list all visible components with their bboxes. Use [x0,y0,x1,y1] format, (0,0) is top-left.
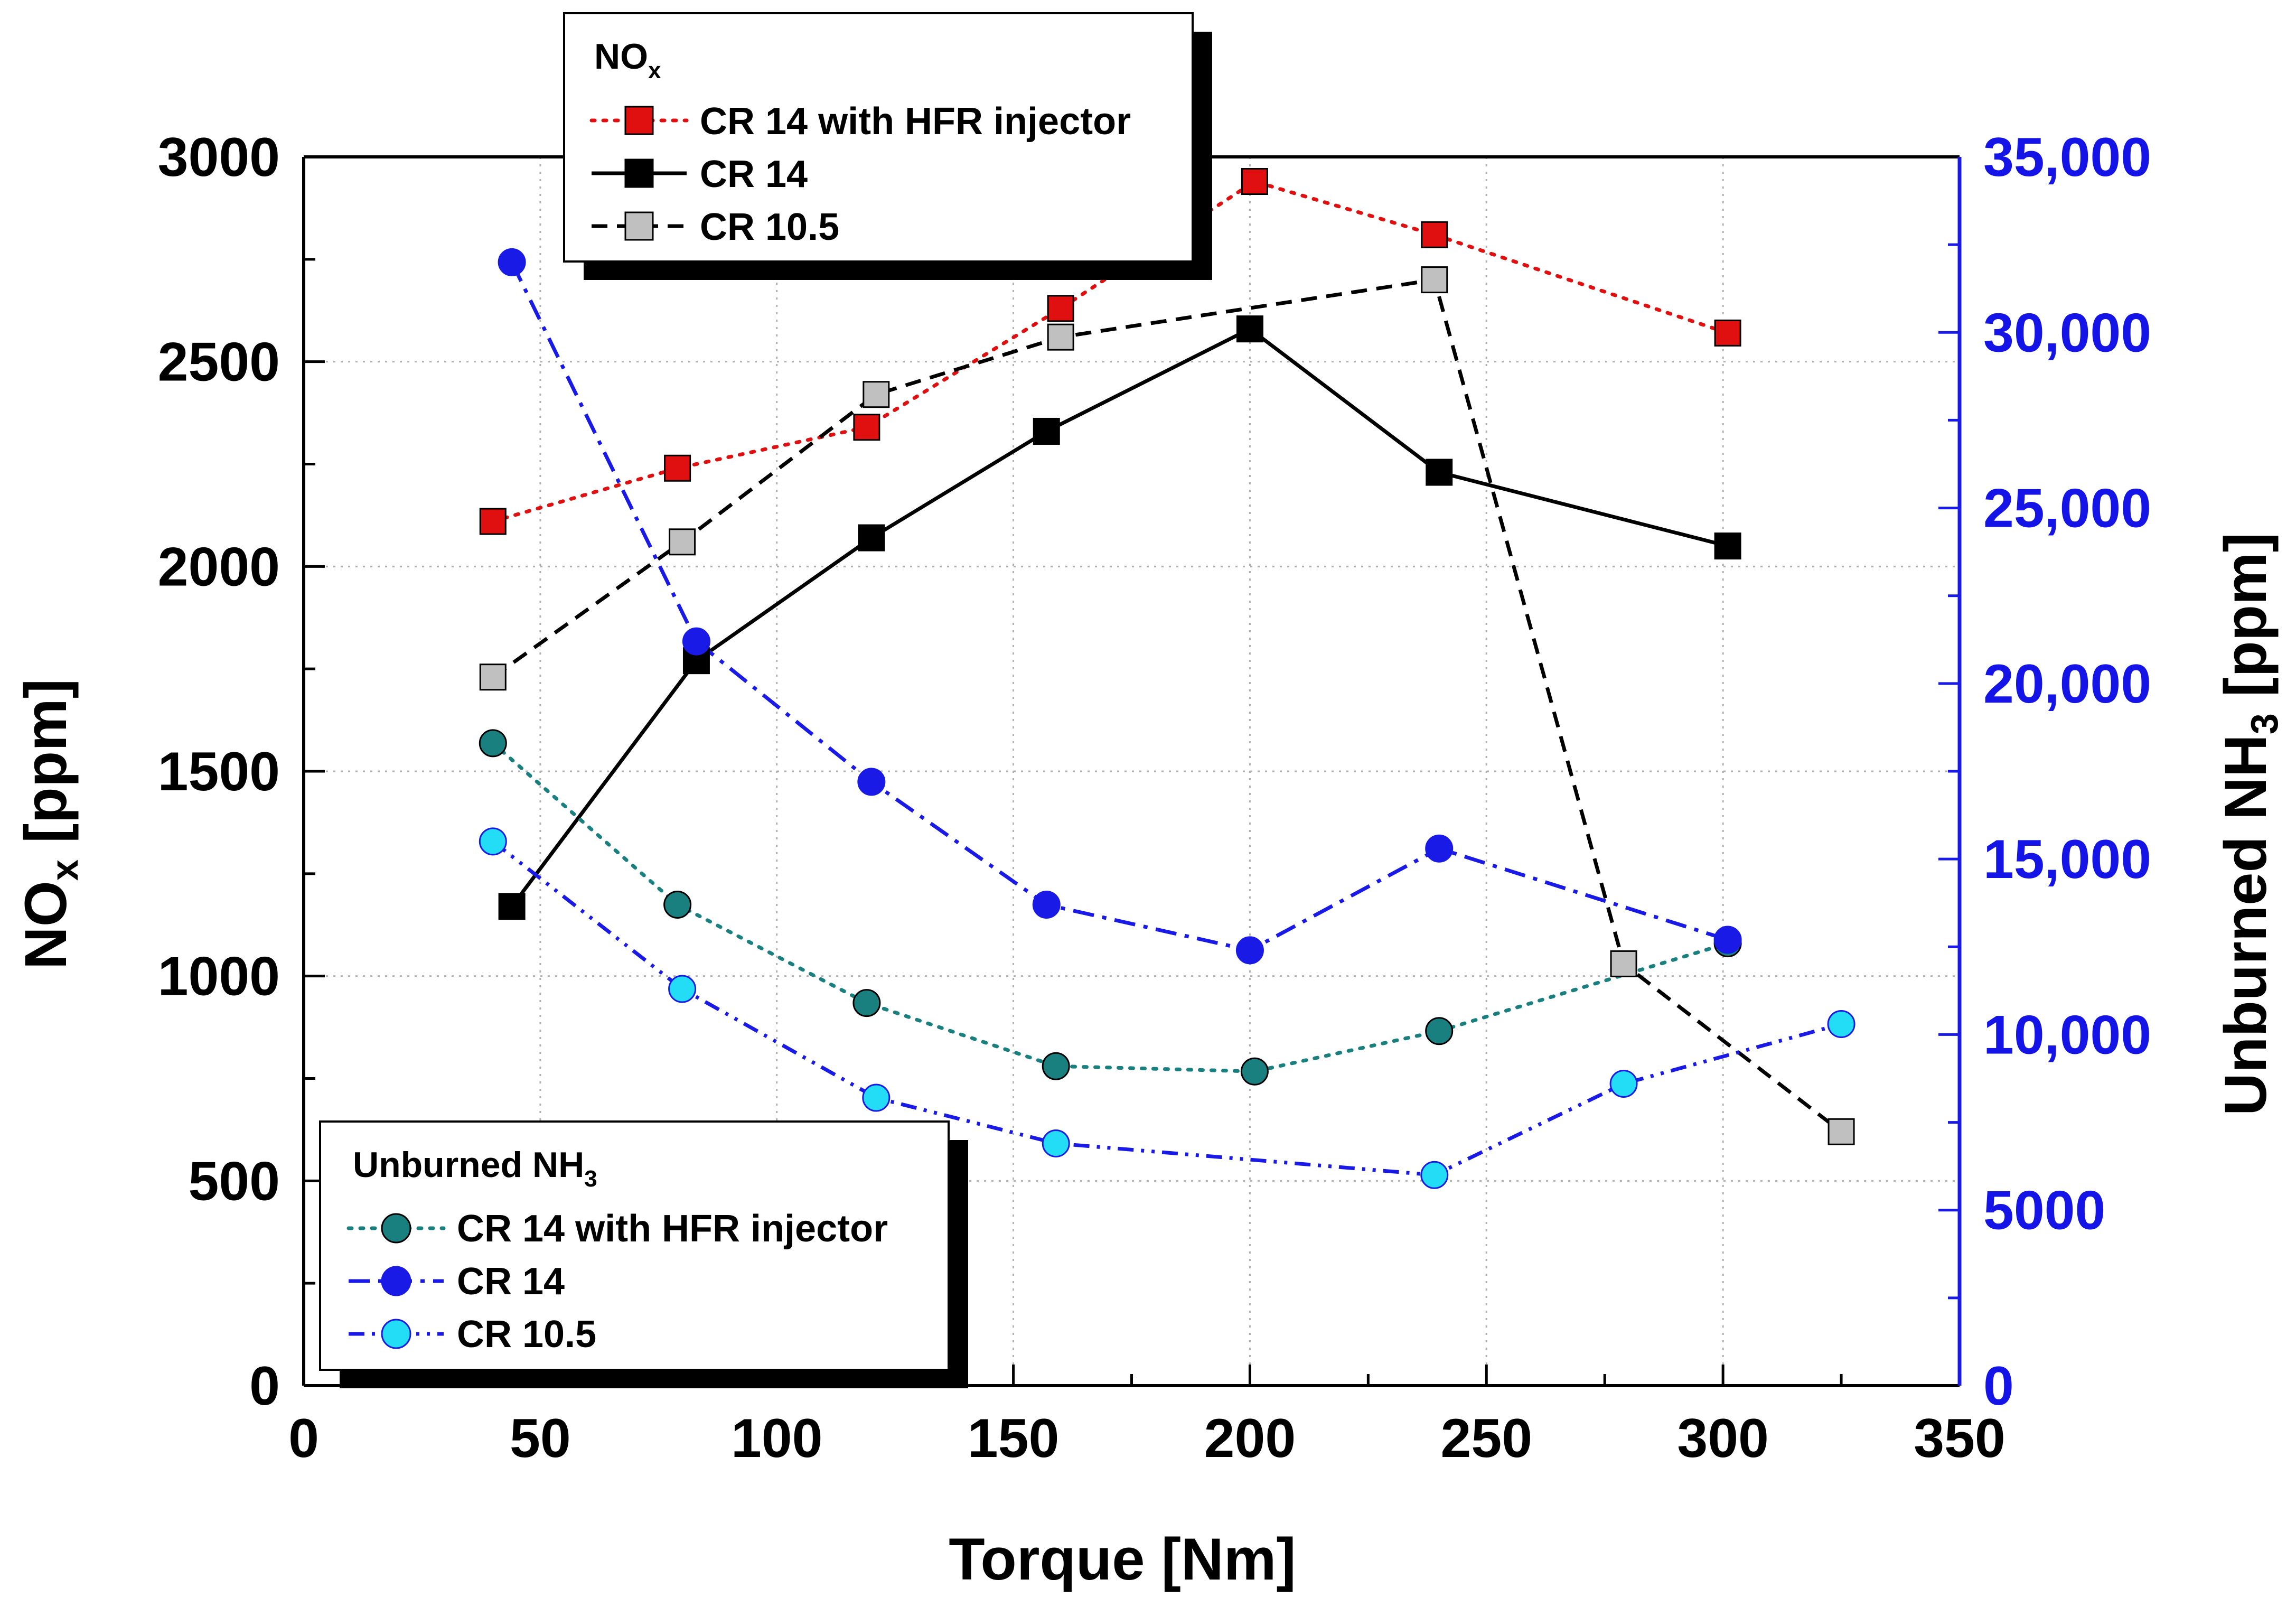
data-point-nh3-cr-14 [1425,834,1454,863]
data-point-nox-cr-14 [1033,417,1060,445]
data-point-nox-cr-10-5 [1828,1118,1855,1145]
right-axis-title-main: Unburned NH [2213,734,2279,1116]
legend-nh3-label-hfr: CR 14 with HFR injector [457,1208,888,1250]
left-axis-title: NOx [ppm] [13,679,86,969]
data-point-nox-cr-14-with-hfr-injector [664,454,691,482]
data-point-nox-cr-14-with-hfr-injector [1421,221,1448,248]
legend-nox-marker-cr14 [624,158,654,188]
data-point-nh3-cr-14 [498,248,526,276]
legend-nox-box [563,12,1194,263]
grid-lines [304,157,1960,1386]
data-point-nh3-cr-14-with-hfr-injector [663,891,692,919]
y-left-tick-label: 1000 [158,946,280,1007]
data-point-nox-cr-10-5 [479,664,507,691]
x-tick-label: 200 [1204,1408,1296,1469]
y-right-tick-label: 10,000 [1983,1004,2151,1066]
data-point-nox-cr-14-with-hfr-injector [1714,319,1741,347]
legend-nox-title-main: NO [594,36,648,77]
legend-nox-title: NOx [594,36,661,83]
legend-nox: NOx CR 14 with HFR injector CR 14 CR 10.… [563,12,1212,280]
data-point-nox-cr-14 [1426,459,1453,486]
legend-nh3: Unburned NH3 CR 14 with HFR injector CR … [319,1120,968,1388]
x-tick-label: 0 [288,1408,319,1469]
legend-nox-marker-hfr [624,106,654,135]
data-point-nh3-cr-10-5 [1609,1069,1638,1098]
data-point-nh3-cr-14-with-hfr-injector [852,989,881,1017]
data-point-nh3-cr-14-with-hfr-injector [479,729,507,758]
data-point-nh3-cr-14 [1713,926,1742,954]
data-point-nh3-cr-10-5 [862,1083,891,1112]
y-right-tick-label: 15,000 [1983,829,2151,890]
right-axis-title: Unburned NH3 [ppm] [2213,532,2286,1116]
x-tick-label: 150 [968,1408,1060,1469]
data-point-nh3-cr-10-5 [1420,1161,1449,1189]
x-tick-label: 100 [731,1408,823,1469]
left-axis-title-rest: [ppm] [13,679,79,859]
x-tick-label: 350 [1914,1408,2006,1469]
y-left-tick-label: 0 [249,1356,280,1417]
y-left-tick-label: 2500 [158,332,280,393]
y-right-tick-label: 20,000 [1983,653,2151,715]
data-point-nox-cr-14 [1236,315,1263,343]
x-tick-label: 300 [1677,1408,1769,1469]
legend-nh3-label-cr105: CR 10.5 [457,1313,596,1356]
data-point-nox-cr-14 [858,524,885,552]
data-point-nox-cr-10-5 [1421,266,1448,294]
y-left-tick-label: 500 [188,1151,280,1212]
y-right-tick-label: 35,000 [1983,127,2151,188]
data-point-nh3-cr-10-5 [1042,1129,1070,1157]
legend-nh3-title-main: Unburned NH [353,1145,584,1185]
left-axis-title-sub: x [44,859,86,881]
data-point-nox-cr-14-with-hfr-injector [1047,295,1074,322]
x-tick-label: 250 [1441,1408,1533,1469]
series-layer [479,168,1855,1189]
legend-nh3-box [319,1120,950,1371]
legend-nox-marker-cr105 [624,211,654,241]
data-point-nh3-cr-14-with-hfr-injector [1240,1057,1269,1086]
data-point-nh3-cr-10-5 [1827,1010,1855,1038]
legend-nh3-marker-hfr [381,1213,411,1244]
x-tick-label: 50 [510,1408,571,1469]
data-point-nox-cr-14-with-hfr-injector [1241,168,1268,195]
data-point-nh3-cr-14-with-hfr-injector [1425,1017,1454,1045]
data-point-nh3-cr-10-5 [668,975,697,1003]
y-right-tick-label: 5000 [1983,1180,2105,1241]
legend-nox-label-cr14: CR 14 [700,153,808,195]
data-point-nh3-cr-14-with-hfr-injector [1042,1052,1070,1080]
data-point-nh3-cr-14 [857,768,886,796]
data-point-nox-cr-14 [498,893,526,920]
data-point-nox-cr-10-5 [1047,323,1074,351]
data-point-nh3-cr-14 [682,627,710,656]
left-axis-title-main: NO [13,881,79,969]
legend-nox-label-cr105: CR 10.5 [700,206,839,248]
legend-nh3-label-cr14: CR 14 [457,1260,565,1303]
data-point-nox-cr-14-with-hfr-injector [479,508,507,535]
right-axis-title-sub: 3 [2244,713,2286,734]
data-point-nh3-cr-10-5 [479,827,507,856]
data-point-nox-cr-10-5 [1610,950,1637,977]
data-point-nh3-cr-14 [1235,936,1264,965]
data-point-nox-cr-10-5 [863,381,890,408]
y-left-tick-label: 2000 [158,536,280,597]
legend-nh3-title-sub: 3 [584,1166,597,1192]
data-point-nox-cr-10-5 [669,528,696,556]
data-point-nox-cr-14 [1714,532,1741,560]
x-axis-title: Torque [Nm] [949,1526,1296,1592]
y-right-tick-label: 0 [1983,1356,2014,1417]
y-left-tick-label: 3000 [158,127,280,188]
legend-nh3-marker-cr105 [381,1319,411,1349]
y-right-tick-label: 25,000 [1983,478,2151,539]
data-point-nox-cr-14-with-hfr-injector [853,414,880,441]
data-point-nh3-cr-14 [1032,891,1061,919]
legend-nox-title-sub: x [648,58,661,83]
y-left-tick-label: 1500 [158,741,280,802]
right-axis-title-rest: [ppm] [2213,532,2279,713]
y-right-tick-label: 30,000 [1983,302,2151,363]
tick-labels: 0 50 100 150 200 250 300 3500500100015002000250… [158,127,2151,1469]
legend-nh3-title: Unburned NH3 [353,1145,597,1192]
legend-nh3-marker-cr14 [381,1266,411,1296]
legend-nox-label-hfr: CR 14 with HFR injector [700,100,1131,143]
